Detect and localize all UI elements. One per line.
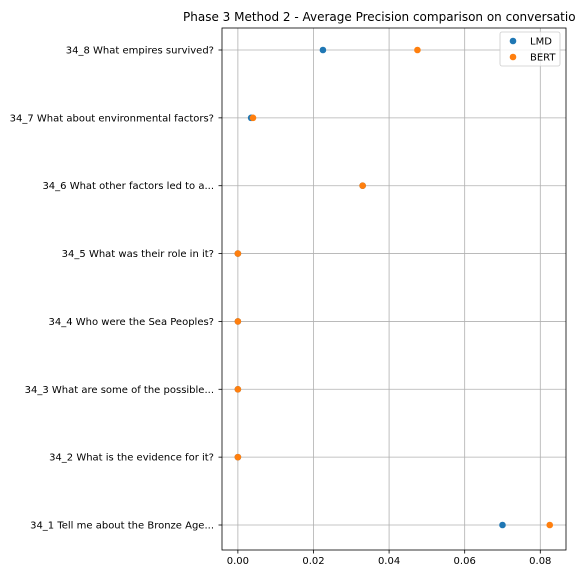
point-bert (249, 114, 257, 122)
y-category-label: 34_7 What about environmental factors? (10, 113, 214, 124)
y-category-label: 34_8 What empires survived? (66, 46, 214, 57)
point-bert (234, 318, 242, 325)
point-bert (359, 182, 366, 190)
chart-title: Phase 3 Method 2 - Average Precision com… (183, 10, 576, 24)
legend-label-lmd: LMD (530, 37, 552, 48)
x-tick-label: 0.00 (227, 556, 249, 567)
point-lmd (319, 46, 327, 54)
x-tick-label: 0.06 (454, 556, 476, 567)
y-category-label: 34_3 What are some of the possible... (25, 385, 214, 396)
y-category-label: 34_4 Who were the Sea Peoples? (49, 317, 214, 328)
point-bert (546, 521, 554, 529)
point-bert (414, 46, 421, 54)
x-tick-label: 0.04 (378, 556, 400, 567)
legend-marker-bert (509, 53, 517, 61)
y-category-label: 34_2 What is the evidence for it? (49, 453, 214, 464)
legend-marker-lmd (509, 37, 517, 45)
y-category-label: 34_5 What was their role in it? (62, 249, 214, 260)
plot-area-frame (221, 27, 567, 551)
chart-legend: LMD BERT (499, 31, 561, 67)
point-lmd (499, 521, 506, 529)
x-tick-label: 0.08 (529, 556, 551, 567)
data-points (234, 46, 554, 529)
axis-ticks: 0.00 0.02 0.04 0.06 0.08 34_1 Tell me about t… (10, 46, 552, 568)
y-category-label: 34_1 Tell me about the Bronze Age... (30, 521, 214, 532)
x-tick-label: 0.02 (302, 556, 324, 567)
point-bert (234, 250, 242, 257)
point-bert (234, 453, 242, 461)
grid-lines (222, 28, 566, 550)
point-bert (234, 385, 242, 393)
y-category-label: 34_6 What other factors led to a... (42, 181, 214, 192)
legend-label-bert: BERT (530, 53, 556, 64)
